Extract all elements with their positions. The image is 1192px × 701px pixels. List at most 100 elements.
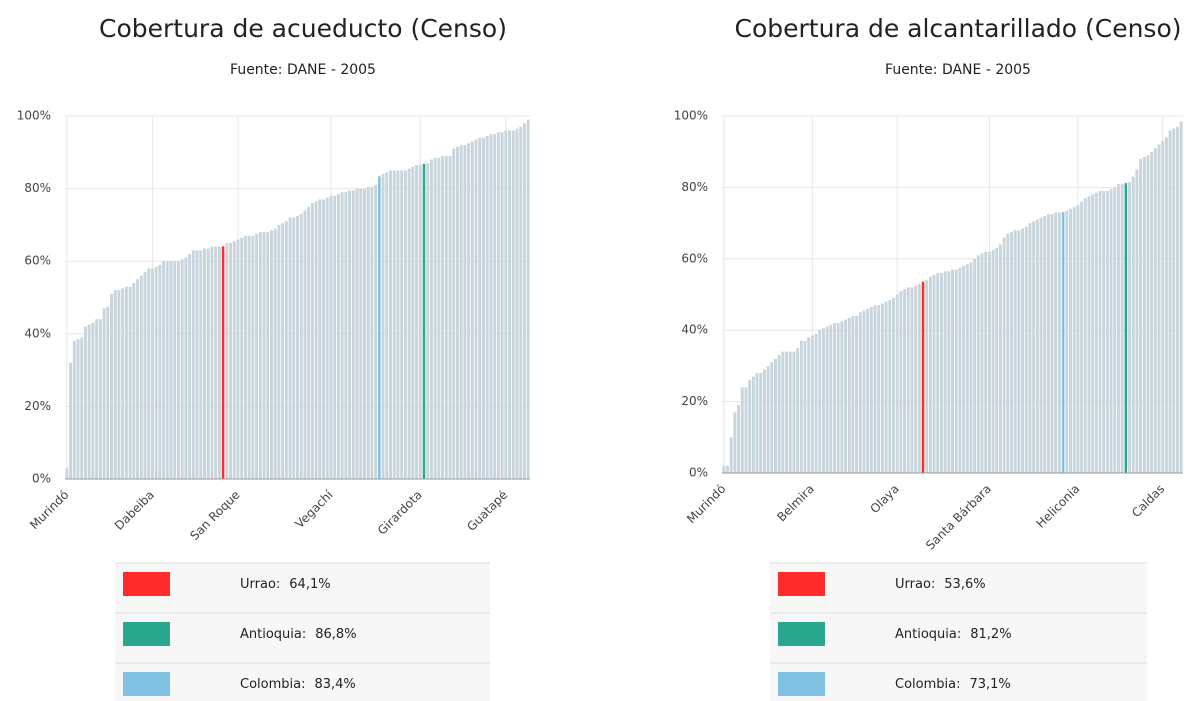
bar — [456, 146, 459, 480]
bar — [762, 369, 766, 473]
y-tick-label: 80% — [681, 180, 708, 194]
bar — [866, 308, 870, 473]
bar — [1024, 226, 1028, 473]
bar — [1050, 214, 1054, 474]
legend-swatch — [123, 672, 170, 696]
bar — [65, 468, 69, 479]
y-tick-label: 60% — [24, 254, 51, 268]
bar — [840, 321, 844, 473]
bar — [132, 282, 136, 479]
bar — [1172, 128, 1176, 473]
bar — [322, 199, 325, 480]
bar — [737, 405, 741, 473]
bar — [1161, 140, 1165, 474]
bar — [470, 141, 474, 479]
bar — [493, 134, 497, 479]
bar — [136, 279, 139, 479]
y-tick-label: 20% — [24, 399, 51, 413]
bar — [980, 253, 984, 473]
bar — [877, 305, 881, 473]
bar — [177, 261, 180, 479]
bar — [225, 243, 229, 479]
bar — [751, 376, 755, 473]
bar — [936, 273, 940, 473]
bar — [987, 251, 991, 473]
bar — [999, 244, 1002, 473]
bar — [519, 126, 523, 479]
bar — [429, 159, 433, 479]
bar — [1142, 157, 1146, 473]
bar — [251, 235, 255, 479]
bar — [344, 192, 348, 480]
bar — [1032, 221, 1036, 473]
bar — [478, 137, 482, 479]
bar — [1120, 183, 1124, 473]
bar — [374, 184, 378, 479]
bar — [1179, 121, 1183, 473]
bar — [947, 271, 951, 473]
bar — [165, 261, 169, 479]
bar — [1128, 182, 1131, 474]
bar — [474, 139, 478, 479]
bar — [1150, 151, 1154, 473]
bar — [296, 215, 299, 479]
x-tick-label: Dabeiba — [112, 488, 157, 533]
bar — [500, 132, 504, 479]
x-tick-label: Guatapé — [464, 488, 510, 534]
bar — [995, 248, 999, 473]
bar — [1091, 194, 1095, 474]
bar — [496, 132, 500, 479]
bar — [788, 351, 792, 473]
y-tick-label: 0% — [689, 466, 708, 480]
bar — [102, 308, 106, 479]
bar — [452, 148, 456, 480]
legend-value: 86,8% — [315, 627, 356, 642]
bar — [781, 351, 785, 473]
bar — [467, 143, 471, 479]
bar — [459, 145, 463, 480]
bar — [729, 437, 733, 473]
bar — [191, 250, 195, 479]
bar — [318, 199, 322, 480]
bar — [180, 259, 184, 479]
legend-swatch — [778, 672, 825, 696]
chart-title: Cobertura de alcantarillado (Censo) — [734, 14, 1181, 43]
bar — [173, 261, 177, 479]
bar — [880, 303, 884, 473]
bar — [359, 188, 363, 479]
bar — [1131, 176, 1135, 473]
bar — [340, 192, 344, 480]
bar — [1002, 237, 1006, 473]
bar — [407, 168, 411, 479]
bar — [95, 319, 99, 479]
bar — [1013, 230, 1017, 473]
legend-entry: Antioquia: 86,8% — [240, 627, 357, 642]
bar — [396, 170, 400, 479]
bar — [329, 195, 333, 480]
bar — [366, 186, 370, 479]
bar — [1146, 155, 1150, 473]
bar — [1168, 130, 1172, 473]
bar — [98, 319, 102, 479]
legend-label: Colombia: — [240, 677, 305, 692]
bar — [411, 166, 415, 479]
bar — [284, 221, 288, 479]
bar — [463, 145, 467, 480]
bar — [1054, 212, 1058, 473]
bar — [381, 174, 385, 479]
legend-box — [770, 563, 1147, 701]
bar — [799, 340, 803, 473]
bar — [1105, 190, 1109, 473]
bar — [1006, 233, 1010, 473]
bar — [965, 264, 969, 473]
bar — [169, 261, 173, 479]
bar — [1087, 196, 1091, 473]
bar — [766, 365, 770, 473]
bar — [515, 128, 519, 479]
bar — [210, 246, 214, 479]
bar — [1176, 126, 1179, 474]
bar — [862, 310, 866, 473]
bar — [426, 163, 430, 479]
bar — [325, 197, 329, 480]
bar — [355, 188, 359, 479]
